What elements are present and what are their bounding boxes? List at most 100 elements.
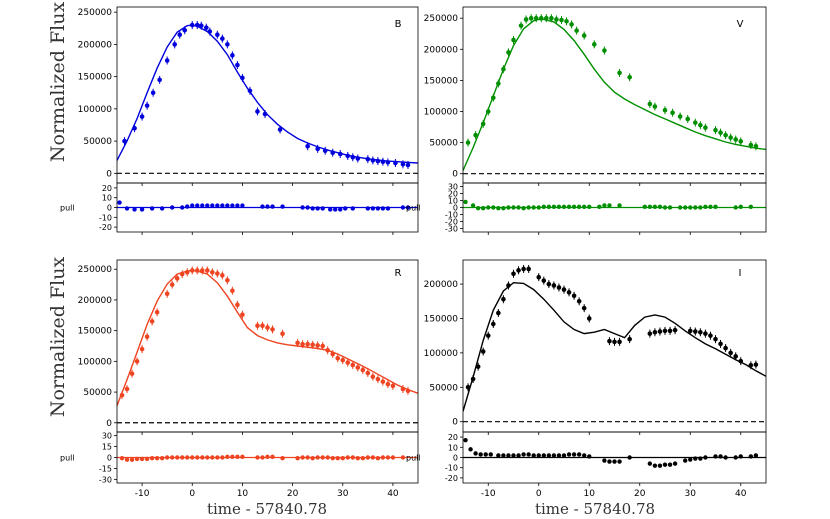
xlabel-left: time - 57840.78 xyxy=(207,500,327,518)
ytick-label: 0 xyxy=(106,419,112,429)
data-point xyxy=(657,329,663,334)
data-point xyxy=(375,158,381,164)
data-point xyxy=(149,319,155,324)
data-point xyxy=(506,50,511,55)
pull-point xyxy=(265,454,270,459)
pull-point xyxy=(265,204,270,209)
pull-point xyxy=(582,453,587,458)
data-point xyxy=(465,140,471,145)
pull-ytick-label: 20 xyxy=(448,433,458,442)
pull-point xyxy=(365,455,371,460)
data-point xyxy=(385,381,391,387)
data-point xyxy=(723,345,728,351)
data-point xyxy=(210,269,215,275)
pull-point xyxy=(310,206,315,211)
ytick-label: 0 xyxy=(452,418,458,428)
pull-point xyxy=(280,204,285,209)
pull-ytick-label: -10 xyxy=(445,211,458,220)
data-point xyxy=(569,22,574,27)
pull-point xyxy=(463,437,468,443)
pull-point xyxy=(571,204,577,209)
data-point xyxy=(335,355,341,361)
pull-point xyxy=(365,206,371,211)
data-point xyxy=(129,371,135,376)
data-point xyxy=(385,160,391,165)
data-point xyxy=(728,135,733,140)
pull-point xyxy=(688,457,693,462)
data-point xyxy=(538,15,544,21)
pull-point xyxy=(205,203,210,208)
data-point xyxy=(122,138,127,144)
data-point xyxy=(718,130,723,135)
data-point xyxy=(533,15,539,21)
pull-point xyxy=(129,457,135,462)
pull-point xyxy=(496,453,501,458)
ytick-label: 250000 xyxy=(78,265,113,275)
pull-point xyxy=(159,456,165,461)
data-point xyxy=(703,331,708,336)
data-point xyxy=(566,290,572,295)
pull-ytick-label: 15 xyxy=(102,443,112,452)
pull-point xyxy=(546,453,552,458)
data-point xyxy=(215,32,220,38)
pull-point xyxy=(733,205,738,210)
pull-point xyxy=(400,205,406,210)
panel-V: 0 50000 100000 150000 200000 250000 V -30-20-10… xyxy=(406,6,767,235)
data-point xyxy=(405,388,411,394)
pull-point xyxy=(475,206,481,211)
data-point xyxy=(262,111,268,117)
pull-point xyxy=(185,455,190,460)
xtick-label: -10 xyxy=(135,489,150,499)
pull-point xyxy=(662,205,668,210)
data-point xyxy=(521,266,526,272)
data-point xyxy=(491,95,496,101)
pull-point xyxy=(385,455,391,460)
pull-point xyxy=(255,455,260,460)
pull-point xyxy=(360,456,366,461)
ytick-label: 100000 xyxy=(78,357,113,367)
pull-point xyxy=(688,205,693,210)
xtick-label: 20 xyxy=(634,489,646,499)
data-point xyxy=(564,19,569,24)
data-point xyxy=(184,269,190,275)
data-point xyxy=(198,23,204,28)
data-point xyxy=(370,158,376,163)
data-point xyxy=(205,268,210,273)
data-point xyxy=(139,346,145,352)
pull-point xyxy=(652,204,658,209)
pull-point xyxy=(546,204,552,209)
pull-point xyxy=(220,203,225,208)
ytick-label: 200000 xyxy=(78,40,113,50)
data-point xyxy=(169,282,175,287)
pull-point xyxy=(556,204,562,209)
pull-axis-label: pull xyxy=(406,204,421,213)
data-point xyxy=(723,132,728,138)
data-point xyxy=(280,331,285,337)
data-point xyxy=(491,321,496,327)
data-point xyxy=(475,364,481,369)
pull-point xyxy=(667,462,673,467)
pull-point xyxy=(220,455,225,460)
pull-ytick-label: 20 xyxy=(102,184,112,193)
data-point xyxy=(390,383,396,389)
data-point xyxy=(215,271,220,276)
data-point xyxy=(144,334,150,340)
pull-point xyxy=(335,456,340,461)
pull-ytick-label: 30 xyxy=(102,432,112,441)
data-point xyxy=(733,354,738,359)
pull-point xyxy=(566,452,572,457)
data-point xyxy=(685,116,691,122)
data-point xyxy=(189,268,195,273)
panels: 050000100000150000200000250000B-20-10010… xyxy=(60,6,767,499)
pull-point xyxy=(541,204,546,209)
data-point xyxy=(247,88,253,94)
pull-point xyxy=(300,205,305,210)
pull-point xyxy=(320,455,325,460)
pull-point xyxy=(683,458,688,463)
pull-point xyxy=(501,206,506,211)
data-point xyxy=(225,42,230,47)
data-point xyxy=(139,114,145,119)
data-point xyxy=(174,276,180,281)
pull-point xyxy=(210,455,215,460)
data-point xyxy=(748,362,754,368)
